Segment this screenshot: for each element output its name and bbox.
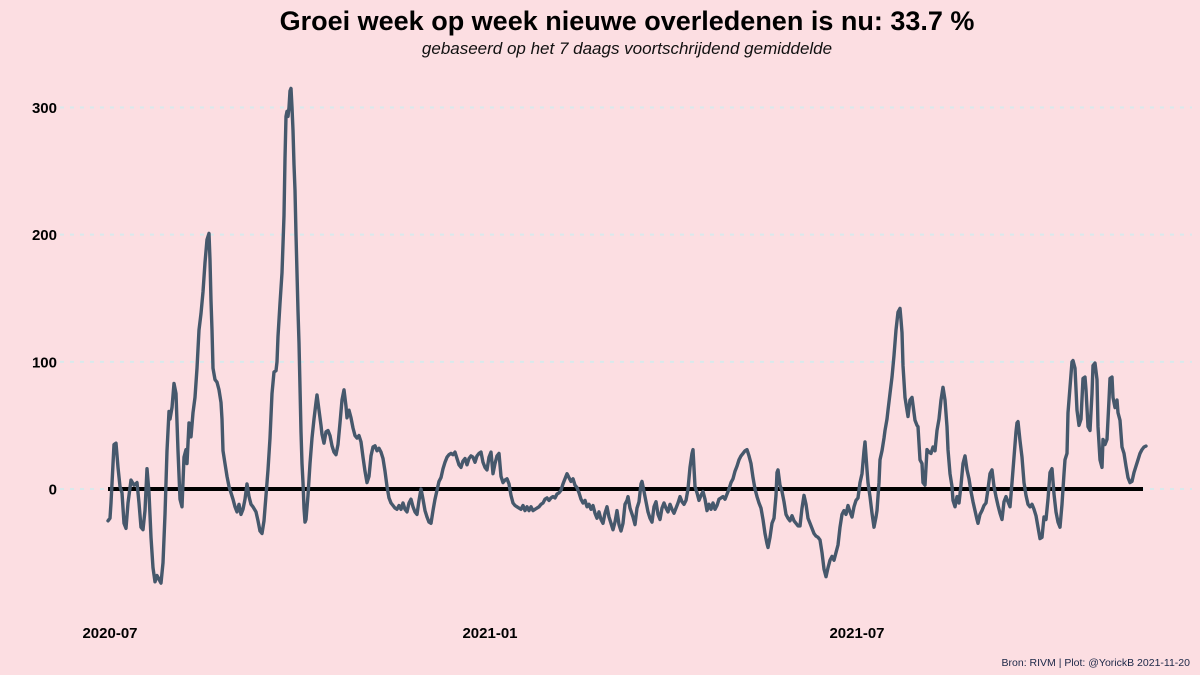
x-tick-label: 2020-07 xyxy=(82,625,137,642)
x-tick-label: 2021-07 xyxy=(829,625,884,642)
y-tick-label: 300 xyxy=(32,100,57,117)
chart-title: Groei week op week nieuwe overledenen is… xyxy=(280,6,975,36)
chart-subtitle: gebaseerd op het 7 daags voortschrijdend… xyxy=(422,39,832,58)
y-tick-label: 100 xyxy=(32,354,57,371)
x-axis-labels: 2020-07 2021-01 2021-07 xyxy=(82,625,884,642)
source-credit: Bron: RIVM | Plot: @YorickB 2021-11-20 xyxy=(1002,657,1191,669)
y-axis-labels: 0 100 200 300 xyxy=(32,100,57,499)
y-tick-label: 0 xyxy=(49,482,57,499)
growth-line-series xyxy=(106,86,1148,585)
x-tick-label: 2021-01 xyxy=(462,625,517,642)
y-tick-label: 200 xyxy=(32,227,57,244)
